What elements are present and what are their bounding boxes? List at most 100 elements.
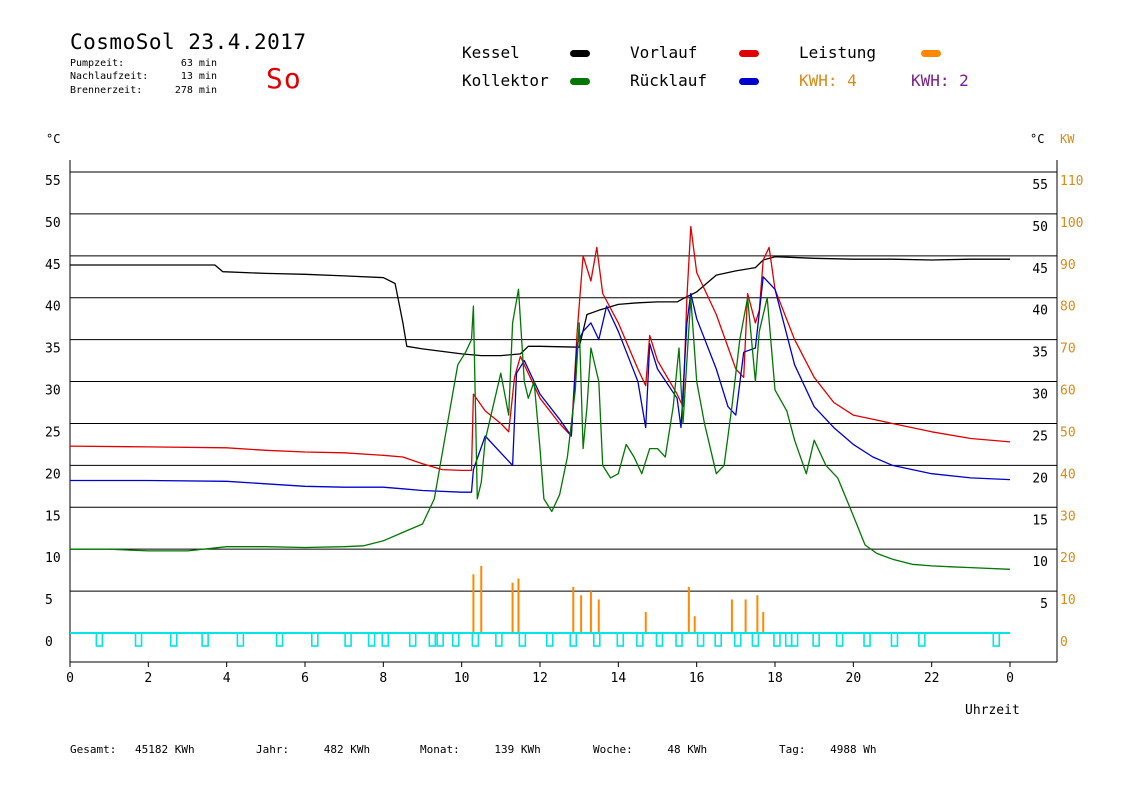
stat-label: Pumpzeit: [70, 58, 125, 69]
pump-mark [918, 632, 926, 647]
y-tick-label-kw: 50 [1060, 425, 1076, 440]
x-tick-label: 14 [611, 671, 627, 686]
pump-mark [733, 632, 742, 647]
y-tick-label-left: 40 [45, 300, 61, 315]
legend-kessel-swatch [570, 50, 590, 57]
chart-title: CosmoSol 23.4.2017 [70, 30, 307, 54]
y-tick-label-left: 55 [45, 174, 61, 189]
y-axis-right-kw-unit: KW [1060, 132, 1075, 146]
pump-mark [592, 632, 601, 647]
pump-mark [428, 632, 437, 647]
footer-label: Tag: [779, 743, 806, 756]
pump-mark [790, 632, 799, 647]
legend-ruecklauf-label: Rücklauf [630, 71, 708, 90]
pump-mark [636, 632, 644, 647]
y-tick-label-right: 50 [1032, 220, 1048, 235]
footer-tag: Tag: 4988 Wh [779, 743, 876, 756]
y-tick-label-left: 25 [45, 425, 61, 440]
pump-mark [236, 632, 245, 647]
y-tick-label-kw: 110 [1060, 174, 1083, 189]
pump-mark [714, 632, 723, 647]
y-tick-label-kw: 10 [1060, 593, 1076, 608]
footer-label: Woche: [593, 743, 633, 756]
leistung-bars [472, 565, 765, 633]
y-tick-label-right: 5 [1040, 597, 1048, 612]
pump-mark [696, 632, 705, 647]
series-line-rcklauf [70, 276, 1011, 493]
series-lines [69, 225, 1011, 570]
x-tick-label: 4 [223, 671, 231, 686]
pump-mark [890, 632, 899, 647]
x-tick-label: 6 [301, 671, 309, 686]
y-tick-label-left: 20 [45, 467, 61, 482]
x-tick-label: 10 [454, 671, 470, 686]
footer-label: Monat: [420, 743, 460, 756]
stat-label: Nachlaufzeit: [70, 71, 149, 82]
pump-mark [471, 632, 480, 647]
legend-ruecklauf-swatch [739, 78, 759, 85]
y-tick-label-kw: 80 [1060, 300, 1076, 315]
x-tick-label: 0 [66, 671, 74, 686]
y-tick-label-left: 45 [45, 258, 61, 273]
pump-mark [169, 632, 178, 647]
pump-mark [344, 632, 352, 647]
footer-label: Gesamt: [70, 743, 117, 756]
stat-value: 63 min [180, 58, 217, 69]
pump-mark [675, 632, 683, 647]
y-tick-label-right: 40 [1032, 304, 1048, 319]
legend-vorlauf-swatch [739, 50, 759, 57]
pump-mark [545, 632, 554, 647]
y-tick-label-right: 35 [1032, 346, 1048, 361]
footer-value: 139 KWh [494, 743, 541, 756]
pump-mark [95, 632, 104, 647]
y-tick-label-right: 10 [1032, 555, 1048, 570]
y-tick-label-kw: 90 [1060, 258, 1076, 273]
series-line-kollektor [70, 288, 1011, 570]
pump-mark [436, 632, 444, 647]
pump-mark [408, 632, 417, 647]
pump-mark [451, 632, 460, 647]
y-tick-label-left: 35 [45, 342, 61, 357]
x-tick-label: 12 [532, 671, 548, 686]
y-tick-label-kw: 100 [1060, 216, 1083, 231]
y-tick-label-right: 30 [1032, 388, 1048, 403]
stat-pumpzeit: Pumpzeit: 63 min [70, 58, 217, 70]
stat-value: 13 min [180, 71, 217, 82]
pump-mark [812, 632, 820, 647]
pump-mark [201, 632, 209, 647]
pump-mark [992, 632, 1001, 647]
x-tick-label: 18 [767, 671, 783, 686]
pump-mark [655, 632, 664, 647]
y-tick-label-right: 45 [1032, 262, 1048, 277]
y-tick-label-kw: 40 [1060, 467, 1076, 482]
legend-leistung-swatch [921, 50, 941, 57]
grid-lines [70, 171, 1057, 592]
footer-jahr: Jahr: 482 KWh [256, 743, 370, 756]
pump-mark [835, 632, 844, 647]
pump-mark [569, 632, 578, 647]
footer-woche: Woche: 48 KWh [593, 743, 707, 756]
series-line-vorlauf [69, 225, 1011, 472]
footer-label: Jahr: [256, 743, 290, 756]
pump-mark [275, 632, 284, 647]
y-axis-right-unit: °C [1030, 132, 1044, 146]
legend-kessel-label: Kessel [462, 43, 520, 62]
tick-labels: 0 2 4 6 8 10 12 14 16 18 20 22 005101520253035404550… [45, 174, 1083, 686]
pump-mark [518, 632, 527, 647]
y-tick-label-left: 50 [45, 216, 61, 231]
legend-kwh1-label: KWH: 4 [799, 71, 857, 90]
footer-value: 4988 Wh [830, 743, 877, 756]
y-tick-label-left: 15 [45, 509, 61, 524]
x-tick-label: 16 [689, 671, 705, 686]
y-axis-left-unit: °C [46, 132, 60, 146]
pump-mark [381, 632, 390, 647]
pump-mark [773, 632, 781, 647]
footer-value: 45182 KWh [134, 743, 195, 756]
y-tick-label-right: 20 [1032, 471, 1048, 486]
pump-mark [495, 632, 503, 647]
footer-value: 482 KWh [323, 743, 371, 756]
pump-mark [310, 632, 319, 647]
pump-marks [70, 632, 1010, 647]
legend-kollektor-swatch [570, 78, 590, 85]
